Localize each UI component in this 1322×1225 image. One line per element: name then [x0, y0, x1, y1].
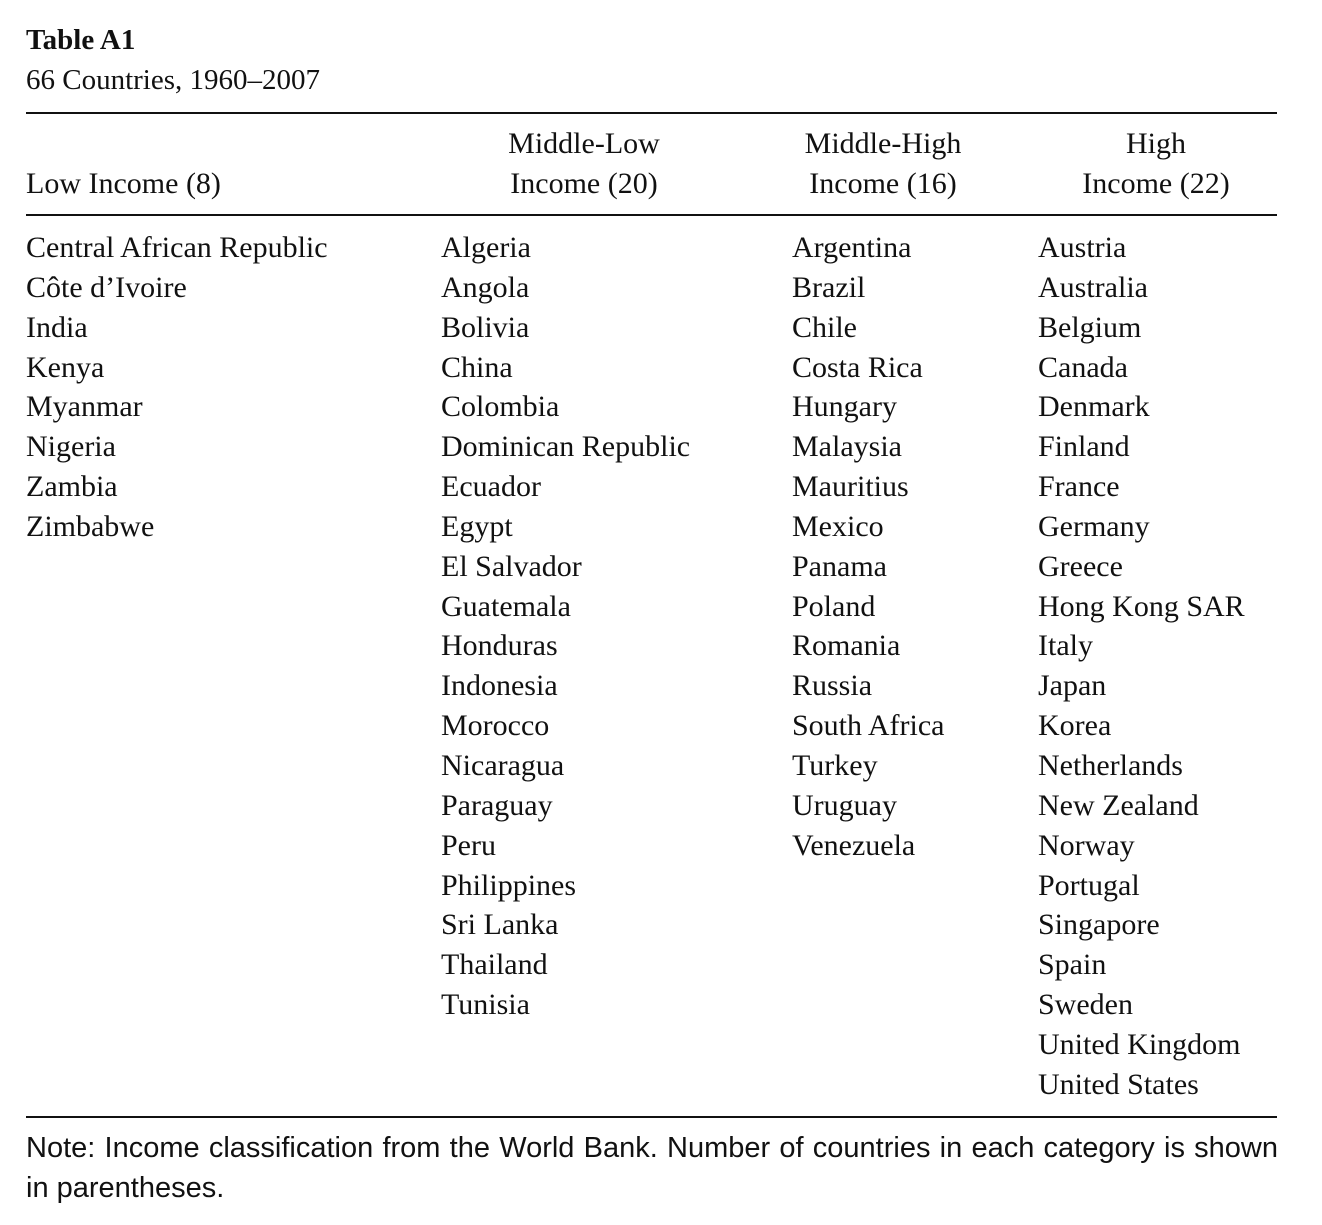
- country-cell: Mexico: [792, 509, 884, 543]
- country-cell: Peru: [441, 828, 496, 862]
- country-cell: United Kingdom: [1038, 1027, 1241, 1061]
- country-cell: Singapore: [1038, 908, 1160, 942]
- country-cell: Bolivia: [441, 310, 530, 344]
- country-cell: Portugal: [1038, 868, 1140, 902]
- country-cell: France: [1038, 470, 1120, 504]
- country-cell: Panama: [792, 549, 887, 583]
- top-rule: [26, 112, 1277, 114]
- country-cell: Argentina: [792, 231, 912, 264]
- country-cell: Thailand: [441, 948, 548, 982]
- country-cell: Sweden: [1038, 988, 1133, 1022]
- country-cell: Ecuador: [441, 470, 541, 504]
- header-high-income: High Income (22): [1056, 124, 1256, 204]
- table-subtitle: 66 Countries, 1960–2007: [26, 64, 321, 96]
- country-cell: Russia: [792, 669, 873, 703]
- country-cell: Sri Lanka: [441, 908, 559, 942]
- table-note: Note: Income classification from the Wor…: [26, 1132, 1278, 1204]
- header-line2: Low Income (8): [26, 167, 221, 200]
- header-line2: Income (16): [809, 167, 957, 200]
- country-cell: Turkey: [792, 748, 878, 782]
- low-income-column: Central African Republic Côte d’Ivoire Ind…: [26, 228, 328, 547]
- header-line1: Middle-High: [804, 127, 962, 160]
- country-cell: Indonesia: [441, 669, 558, 703]
- country-cell: Côte d’Ivoire: [26, 270, 187, 304]
- country-cell: Dominican Republic: [441, 430, 691, 464]
- header-line2: Income (22): [1082, 167, 1230, 200]
- country-cell: South Africa: [792, 709, 945, 743]
- country-cell: India: [26, 310, 88, 344]
- high-income-column: Austria Australia Belgium Canada Denmark Finl…: [1038, 228, 1245, 1105]
- country-cell: Romania: [792, 629, 901, 663]
- country-cell: Denmark: [1038, 390, 1150, 424]
- country-cell: Honduras: [441, 629, 558, 663]
- country-cell: Germany: [1038, 509, 1150, 543]
- country-cell: Nigeria: [26, 430, 116, 464]
- header-middle-high-income: Middle-High Income (16): [783, 124, 983, 204]
- middle-high-income-column: Argentina Brazil Chile Costa Rica Hungary Mal…: [792, 228, 944, 866]
- country-cell: Hungary: [792, 390, 897, 424]
- country-cell: Norway: [1038, 828, 1135, 862]
- country-cell: Malaysia: [792, 430, 902, 464]
- country-cell: Chile: [792, 310, 857, 344]
- country-cell: Finland: [1038, 430, 1130, 464]
- country-cell: China: [441, 350, 513, 384]
- country-cell: Myanmar: [26, 390, 143, 424]
- table-title: Table A1: [26, 24, 136, 56]
- country-cell: Angola: [441, 270, 530, 304]
- country-cell: Korea: [1038, 709, 1112, 743]
- country-cell: Poland: [792, 589, 876, 623]
- country-cell: Australia: [1038, 270, 1148, 304]
- header-rule: [26, 214, 1277, 216]
- country-cell: Kenya: [26, 350, 105, 384]
- bottom-rule: [26, 1116, 1277, 1118]
- country-cell: Philippines: [441, 868, 577, 902]
- country-cell: Canada: [1038, 350, 1128, 384]
- country-cell: Zimbabwe: [26, 509, 155, 543]
- country-cell: Italy: [1038, 629, 1093, 663]
- country-cell: Japan: [1038, 669, 1107, 703]
- country-cell: Mauritius: [792, 470, 909, 504]
- country-cell: Uruguay: [792, 788, 897, 822]
- country-cell: Netherlands: [1038, 748, 1183, 782]
- country-cell: Costa Rica: [792, 350, 923, 384]
- country-cell: Algeria: [441, 231, 531, 264]
- header-middle-low-income: Middle-Low Income (20): [484, 124, 684, 204]
- header-line1: [26, 124, 221, 164]
- country-cell: Spain: [1038, 948, 1107, 982]
- country-cell: Egypt: [441, 509, 513, 543]
- country-cell: Central African Republic: [26, 231, 328, 264]
- country-cell: New Zealand: [1038, 788, 1199, 822]
- country-cell: Austria: [1038, 231, 1127, 264]
- country-cell: Zambia: [26, 470, 118, 504]
- country-cell: Belgium: [1038, 310, 1142, 344]
- country-cell: Brazil: [792, 270, 866, 304]
- country-cell: Nicaragua: [441, 748, 565, 782]
- country-cell: Venezuela: [792, 828, 916, 862]
- header-low-income: Low Income (8): [26, 124, 221, 204]
- country-cell: Hong Kong SAR: [1038, 589, 1245, 623]
- country-cell: Tunisia: [441, 988, 530, 1022]
- header-line1: Middle-Low: [508, 127, 660, 160]
- country-cell: United States: [1038, 1067, 1199, 1101]
- country-cell: Paraguay: [441, 788, 553, 822]
- header-line2: Income (20): [510, 167, 658, 200]
- header-line1: High: [1126, 127, 1186, 160]
- country-cell: El Salvador: [441, 549, 582, 583]
- country-cell: Guatemala: [441, 589, 571, 623]
- country-cell: Morocco: [441, 709, 550, 743]
- country-cell: Greece: [1038, 549, 1123, 583]
- middle-low-income-column: Algeria Angola Bolivia China Colombia Dominic…: [441, 228, 690, 1025]
- country-cell: Colombia: [441, 390, 560, 424]
